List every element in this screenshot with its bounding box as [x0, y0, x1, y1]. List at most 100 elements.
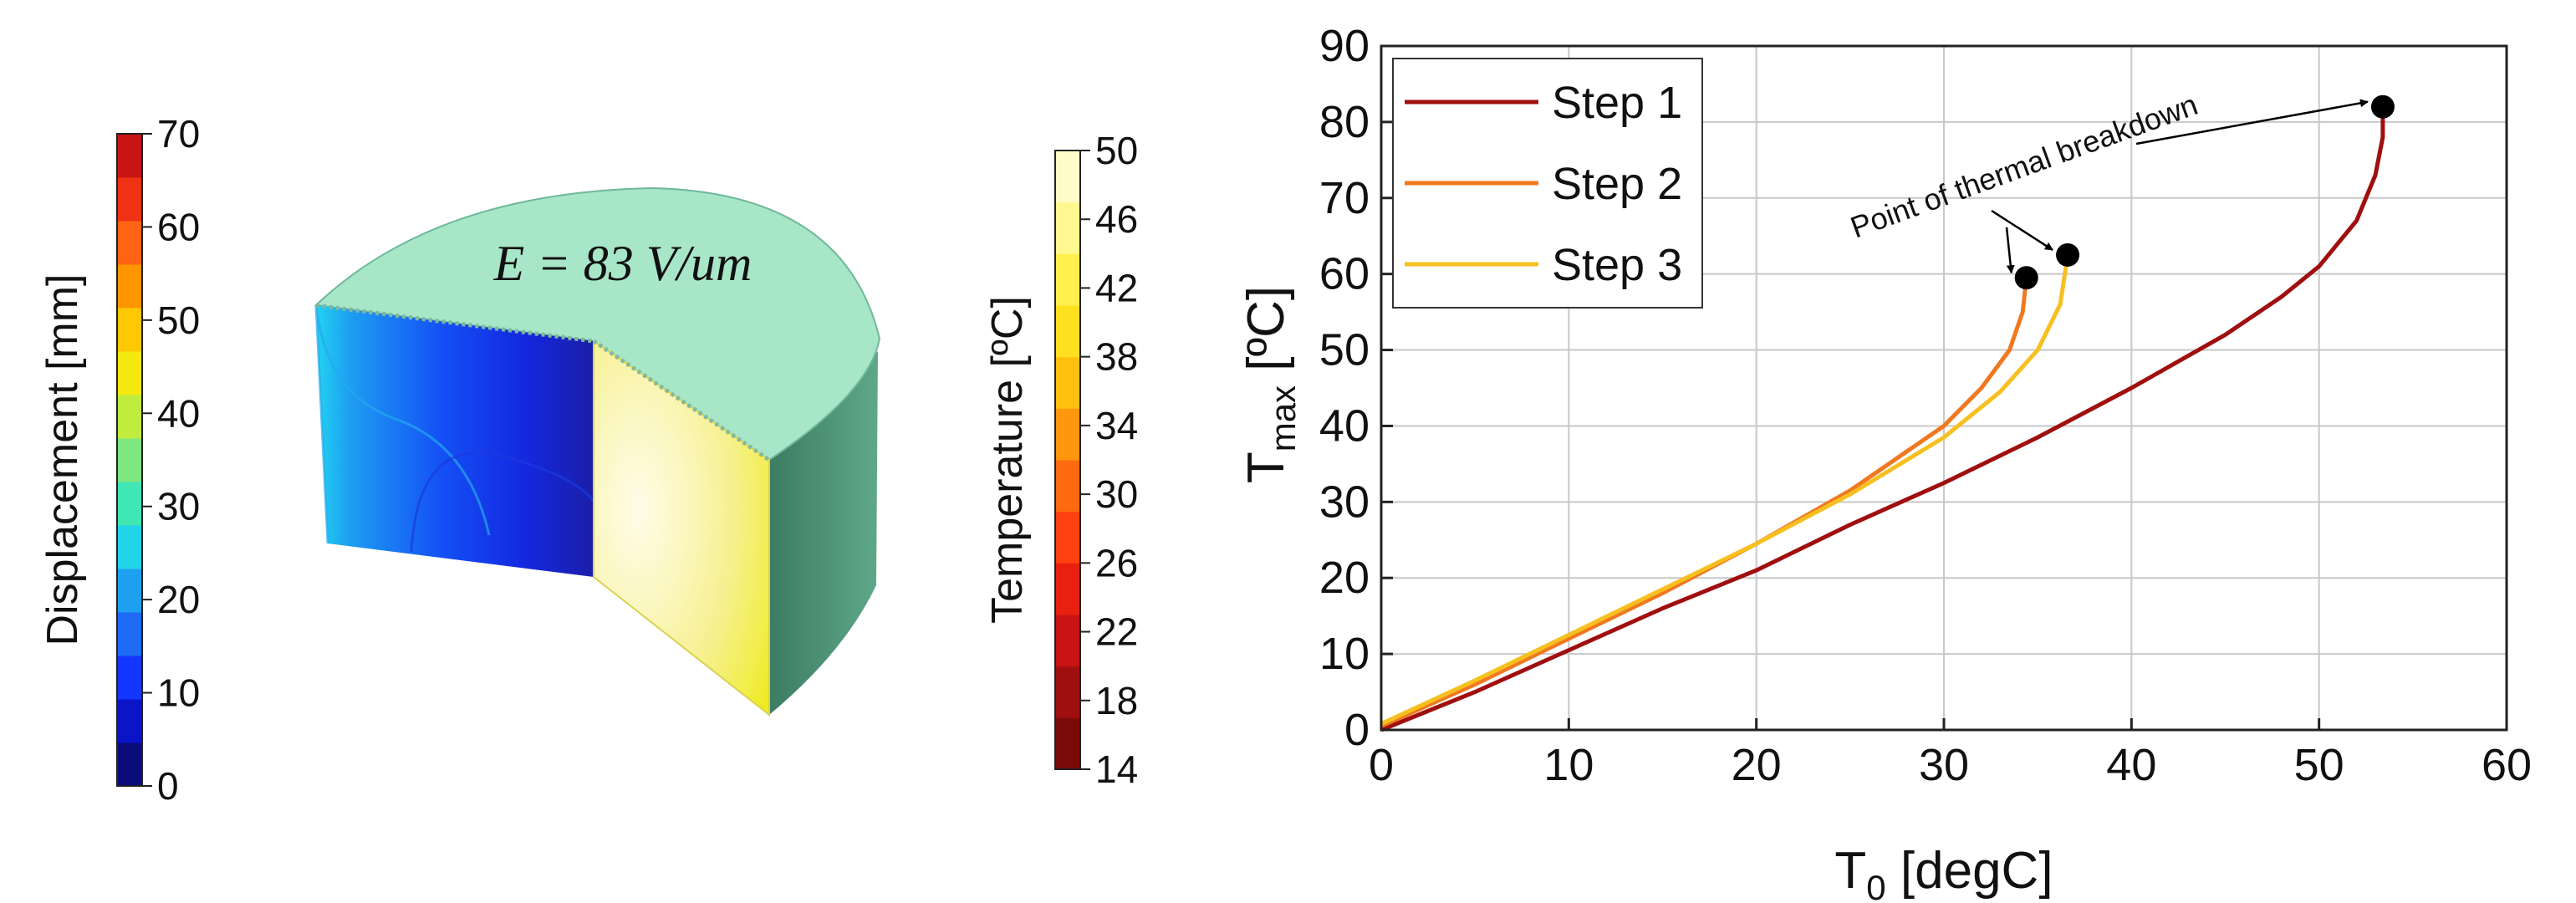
colorbar-tick-label: 70 — [157, 112, 200, 156]
displacement-color-band — [117, 612, 142, 656]
breakdown-point-marker — [2014, 266, 2038, 290]
legend-items: Step 1 Step 2 Step 3 — [1405, 78, 1682, 290]
colorbar-tick-label: 30 — [1095, 472, 1138, 516]
field-strength-label: E = 83 V/um — [493, 236, 752, 291]
y-tick-label: 40 — [1319, 400, 1370, 451]
legend-label: Step 2 — [1552, 159, 1682, 209]
temperature-color-band — [1055, 460, 1080, 513]
displacement-color-band — [117, 308, 142, 352]
displacement-color-band — [117, 656, 142, 700]
temperature-colorbar-label: Temperature [ºC] — [983, 296, 1032, 624]
displacement-color-band — [117, 351, 142, 395]
colorbar-tick-label: 10 — [157, 671, 200, 715]
cylinder-top-face — [314, 186, 881, 462]
colorbar-tick-label: 46 — [1095, 197, 1138, 241]
displacement-color-band — [117, 177, 142, 222]
y-tick-label: 0 — [1344, 705, 1370, 755]
x-tick-label: 60 — [2482, 740, 2532, 790]
temperature-color-band — [1055, 202, 1080, 254]
y-tick-label: 60 — [1319, 249, 1370, 299]
x-axis-title-subscript: 0 — [1866, 868, 1885, 903]
y-tick-label: 10 — [1319, 629, 1370, 679]
displacement-color-band — [117, 742, 142, 787]
temperature-color-band — [1055, 305, 1080, 358]
series-line-2 — [1380, 277, 2029, 728]
cylinder-cut-face-displacement — [316, 305, 594, 577]
displacement-colorbar-frame — [116, 133, 143, 787]
temperature-colorbar: 14 18 22 26 30 34 38 42 46 50 Temperature [ºC] — [983, 129, 1138, 791]
y-axis-title-symbol: T — [1237, 452, 1295, 483]
x-axis-title: T0 [degC] — [1834, 842, 2053, 903]
colorbar-tick-label: 34 — [1095, 404, 1138, 447]
colorbar-tick-label: 20 — [157, 578, 200, 621]
annotation-arrow — [2005, 227, 2015, 274]
annotation-arrow — [1991, 209, 2053, 251]
y-tick-label: 90 — [1319, 21, 1370, 71]
breakdown-points — [2014, 94, 2395, 290]
temperature-color-band — [1055, 563, 1080, 615]
colorbar-tick-label: 22 — [1095, 610, 1138, 654]
temperature-colorbar-frame — [1054, 150, 1081, 770]
breakdown-annotation: Point of thermal breakdown — [1846, 87, 2369, 274]
colorbar-tick-label: 60 — [157, 205, 200, 248]
legend-label: Step 1 — [1552, 78, 1682, 128]
displacement-color-band — [117, 264, 142, 309]
temperature-color-band — [1055, 253, 1080, 306]
displacement-color-band — [117, 569, 142, 613]
temperature-color-band — [1055, 666, 1080, 718]
temperature-color-band — [1055, 408, 1080, 461]
y-tick-label: 80 — [1319, 97, 1370, 147]
y-tick-label: 70 — [1319, 173, 1370, 223]
colorbar-tick-label: 18 — [1095, 679, 1138, 722]
temperature-colorbar-ticks: 14 18 22 26 30 34 38 42 46 50 — [1080, 129, 1138, 791]
x-axis-title-unit: [degC] — [1886, 842, 2053, 900]
breakdown-point-marker — [2370, 94, 2395, 119]
temperature-color-band — [1055, 511, 1080, 564]
colorbar-tick-label: 30 — [157, 485, 200, 528]
annotation-text: Point of thermal breakdown — [1846, 87, 2202, 244]
displacement-colorbar-bands — [117, 134, 142, 787]
x-axis-ticks: 0 10 20 30 40 50 60 — [1369, 718, 2532, 790]
temperature-colorbar-bands — [1055, 150, 1080, 770]
displacement-color-band — [117, 525, 142, 569]
displacement-color-band — [117, 134, 142, 178]
temperature-color-band — [1055, 356, 1080, 409]
y-axis-title-subscript: max — [1263, 385, 1303, 452]
chart-series — [1380, 106, 2385, 732]
colorbar-tick-label: 50 — [1095, 129, 1138, 172]
displacement-color-band — [117, 438, 142, 482]
displacement-contour-line — [410, 451, 595, 553]
colorbar-tick-label: 50 — [157, 298, 200, 342]
y-axis-title: Tmax [ºC] — [1237, 286, 1303, 483]
displacement-contour-line — [314, 304, 491, 544]
displacement-color-band — [117, 699, 142, 743]
displacement-color-band — [117, 221, 142, 265]
breakdown-point-marker — [2056, 242, 2080, 267]
cylinder-top-edge — [592, 339, 771, 462]
x-tick-label: 10 — [1543, 740, 1594, 790]
y-axis-title-unit: [ºC] — [1237, 286, 1295, 385]
colorbar-tick-label: 26 — [1095, 541, 1138, 584]
annotation-arrow — [2135, 99, 2369, 145]
chart-legend: Step 1 Step 2 Step 3 — [1392, 58, 1703, 309]
x-tick-label: 20 — [1732, 740, 1782, 790]
y-tick-label: 30 — [1319, 477, 1370, 527]
x-tick-label: 40 — [2106, 740, 2156, 790]
colorbar-tick-label: 38 — [1095, 335, 1138, 379]
series-line-1 — [1380, 106, 2385, 732]
x-tick-label: 50 — [2294, 740, 2344, 790]
y-tick-label: 20 — [1319, 553, 1370, 603]
x-axis-title-symbol: T — [1834, 842, 1866, 900]
y-tick-label: 50 — [1319, 325, 1370, 375]
colorbar-tick-label: 0 — [157, 764, 179, 808]
series-line-3 — [1380, 254, 2070, 726]
cylinder-outer-side — [769, 351, 878, 715]
displacement-colorbar-label: Displacement [mm] — [38, 274, 87, 646]
colorbar-tick-label: 42 — [1095, 266, 1138, 309]
legend-label: Step 3 — [1552, 240, 1682, 290]
displacement-color-band — [117, 395, 142, 439]
colorbar-tick-label: 14 — [1095, 747, 1138, 791]
